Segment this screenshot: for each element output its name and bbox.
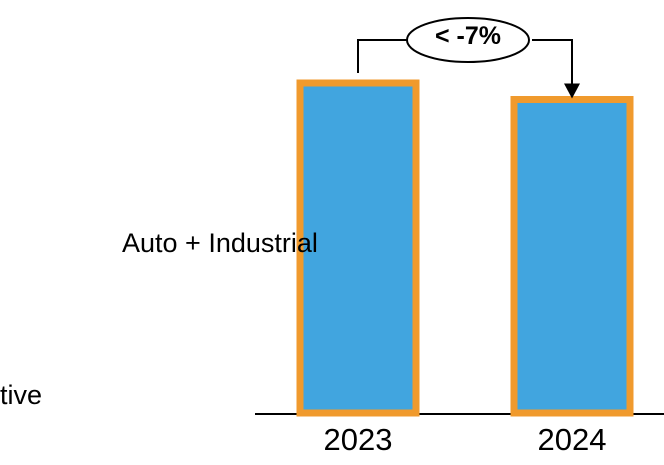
x-tick-label-2024: 2024 <box>512 422 632 458</box>
change-annotation-label: < -7% <box>406 22 530 51</box>
bar-2024 <box>514 100 630 414</box>
series-label-auto-industrial: Auto + Industrial <box>122 228 318 259</box>
left-cut-label: tive <box>0 380 42 411</box>
x-tick-label-2023: 2023 <box>298 422 418 458</box>
